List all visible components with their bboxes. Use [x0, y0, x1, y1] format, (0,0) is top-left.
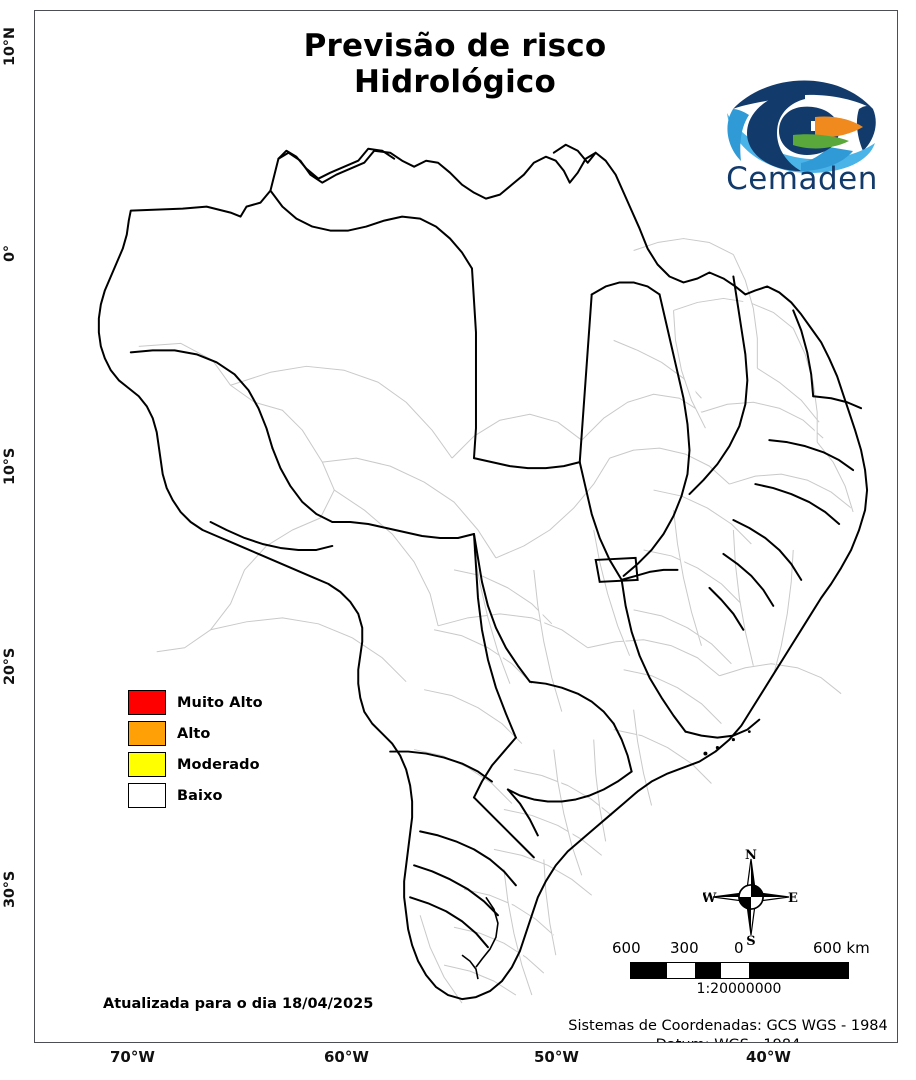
scale-label-0: 0: [734, 939, 744, 957]
title-line-2: Hidrológico: [354, 63, 556, 100]
cemaden-logo-wordmark: Cemaden: [726, 161, 878, 196]
y-axis-label-20s: 20°S: [2, 647, 18, 685]
brazil-map[interactable]: [35, 11, 897, 1042]
scale-ratio-text: 1:20000000: [696, 981, 782, 997]
scale-seg-1: [631, 963, 667, 978]
compass-label-south: S: [746, 934, 755, 945]
map-state-boundaries: [97, 143, 869, 1001]
legend-label-moderado: Moderado: [177, 756, 260, 773]
cemaden-logo: Cemaden: [697, 51, 897, 197]
risk-legend: Muito Alto Alto Moderado Baixo: [128, 687, 263, 811]
coordinate-system-block: Sistemas de Coordenadas: GCS WGS - 1984 …: [533, 1017, 897, 1042]
legend-item-baixo[interactable]: Baixo: [128, 780, 263, 811]
y-axis-label-10n: 10°N: [2, 27, 18, 66]
datum-text: Datum: WGS - 1984: [533, 1036, 897, 1042]
map-frame[interactable]: Previsão de risco Hidrológico: [34, 10, 898, 1043]
legend-label-baixo: Baixo: [177, 787, 223, 804]
updated-date-text: Atualizada para o dia 18/04/2025: [103, 996, 374, 1012]
compass-label-east: E: [788, 891, 798, 906]
legend-label-alto: Alto: [177, 725, 211, 742]
x-axis-label-40w: 40°W: [746, 1048, 791, 1066]
scale-bar-labels: 600 300 0 600 km: [598, 939, 897, 959]
legend-swatch-moderado: [128, 752, 166, 777]
scale-seg-3: [695, 963, 721, 978]
scale-label-300: 300: [670, 939, 699, 957]
y-axis-label-30s: 30°S: [2, 870, 18, 908]
title-line-1: Previsão de risco: [303, 28, 607, 64]
map-municipality-boundaries: [138, 238, 854, 1004]
scale-seg-5: [749, 963, 848, 978]
compass-label-north: N: [745, 849, 757, 863]
scale-bar: 600 300 0 600 km 1:20000000: [598, 939, 897, 997]
legend-item-moderado[interactable]: Moderado: [128, 749, 263, 780]
scale-seg-2: [667, 963, 695, 978]
scale-label-600-left: 600: [612, 939, 641, 957]
distrito-federal-inset: [594, 556, 639, 583]
x-axis-label-70w: 70°W: [110, 1048, 155, 1066]
coordinate-system-text: Sistemas de Coordenadas: GCS WGS - 1984: [568, 1018, 888, 1034]
compass-rose: N S E W: [701, 848, 799, 949]
compass-rose-icon: N S E W: [701, 848, 798, 949]
coastal-detail: [703, 730, 751, 756]
scale-label-600-right: 600 km: [813, 939, 870, 957]
scale-bar-graphic: [630, 962, 849, 979]
y-axis-label-10s: 10°S: [2, 447, 18, 485]
legend-swatch-alto: [128, 721, 166, 746]
legend-swatch-baixo: [128, 783, 166, 808]
scale-seg-4: [721, 963, 749, 978]
legend-swatch-muito-alto: [128, 690, 166, 715]
page-title: Previsão de risco Hidrológico: [245, 28, 665, 101]
legend-label-muito-alto: Muito Alto: [177, 694, 263, 711]
x-axis-label-60w: 60°W: [324, 1048, 369, 1066]
legend-item-alto[interactable]: Alto: [128, 718, 263, 749]
x-axis-label-50w: 50°W: [534, 1048, 579, 1066]
cemaden-logo-icon: Cemaden: [726, 80, 878, 197]
legend-item-muito-alto[interactable]: Muito Alto: [128, 687, 263, 718]
compass-label-west: W: [703, 891, 717, 906]
y-axis-label-0: 0°: [2, 245, 18, 262]
southern-lagoons: [461, 896, 499, 980]
